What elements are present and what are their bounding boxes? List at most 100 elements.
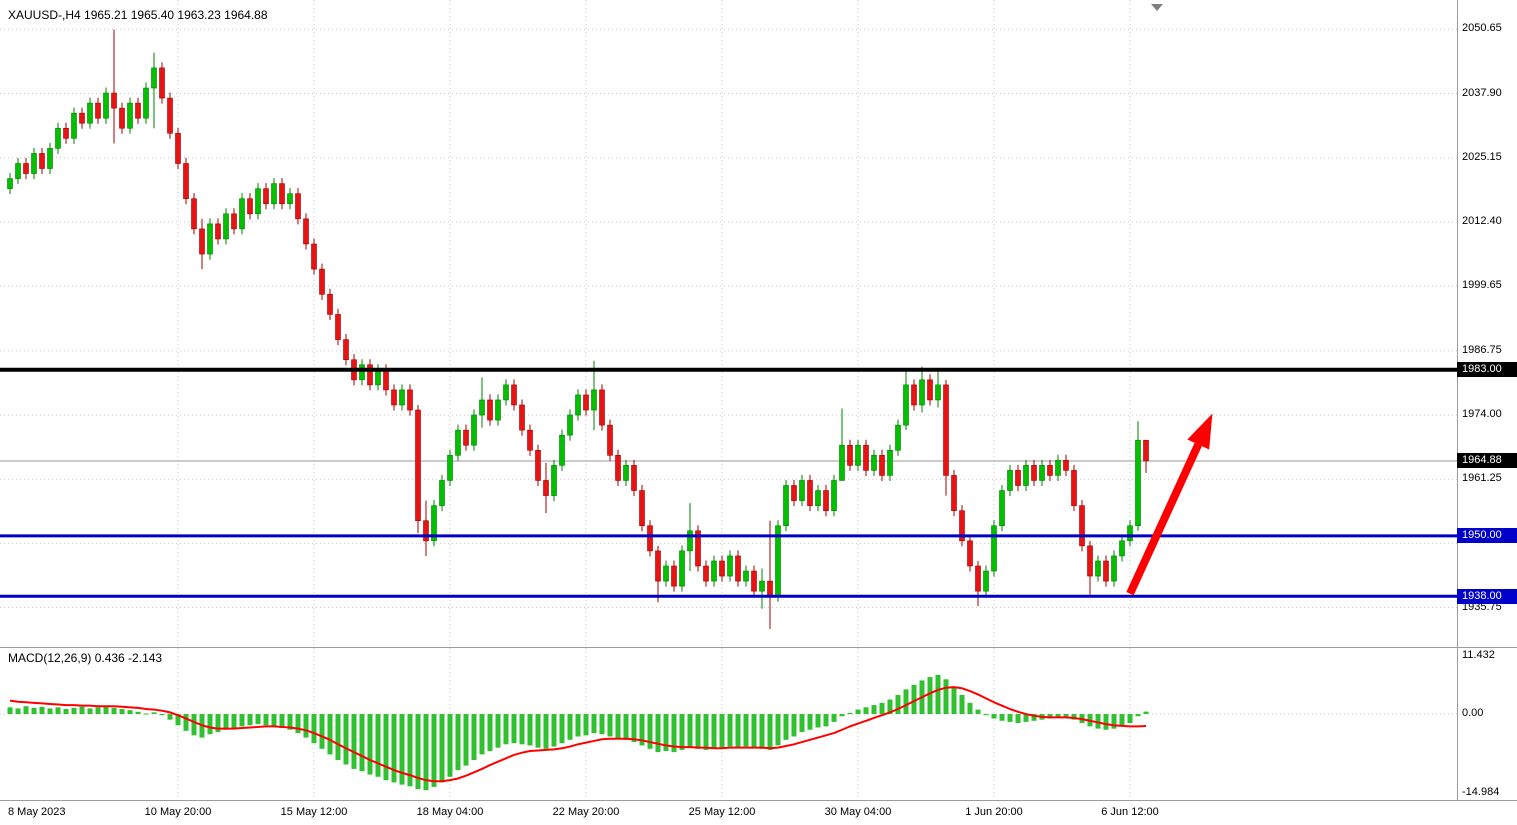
bull-candle — [831, 480, 837, 511]
macd-bar — [391, 714, 397, 783]
bear-candle — [183, 163, 189, 200]
chart-shift-marker[interactable] — [1151, 4, 1163, 11]
price-axis-label: 1974.00 — [1462, 408, 1502, 421]
macd-bar — [839, 714, 845, 717]
macd-bar — [975, 709, 981, 715]
price-axis-label: 2025.15 — [1462, 150, 1502, 163]
macd-bar — [951, 687, 957, 715]
price-tag-1938.00: 1938.00 — [1457, 588, 1517, 604]
bear-candle — [863, 444, 869, 471]
macd-bar — [1023, 714, 1029, 722]
bear-candle — [951, 475, 957, 511]
macd-bar — [503, 714, 509, 745]
macd-bar — [343, 714, 349, 765]
macd-bar — [543, 714, 549, 749]
bear-candle — [879, 455, 885, 476]
macd-bar — [271, 714, 277, 727]
bull-candle — [255, 188, 261, 215]
macd-bar — [567, 714, 573, 740]
macd-signal-line — [9, 686, 1147, 783]
bear-candle — [111, 92, 117, 109]
bear-candle — [823, 490, 829, 511]
bull-candle — [223, 213, 229, 240]
macd-bar — [1095, 714, 1101, 729]
trend-arrow[interactable] — [1126, 413, 1213, 596]
time-axis-label: 25 May 12:00 — [688, 806, 756, 818]
macd-bar — [799, 714, 805, 732]
bull-candle — [31, 153, 37, 174]
macd-bar — [679, 714, 685, 750]
separators — [0, 0, 1517, 801]
bear-candle — [1087, 545, 1093, 577]
horizontal-level-lines[interactable] — [0, 367, 1457, 598]
macd-bar — [439, 714, 445, 783]
time-axis-label: 18 May 04:00 — [416, 806, 484, 818]
macd-bar — [239, 714, 245, 727]
bear-candle — [695, 530, 701, 567]
bear-candle — [1047, 465, 1053, 476]
macd-bar — [583, 714, 589, 736]
macd-bar — [1071, 714, 1077, 720]
time-axis-label: 6 Jun 12:00 — [1101, 806, 1159, 818]
macd-bar — [719, 714, 725, 748]
bear-candle — [367, 364, 373, 386]
macd-bar — [743, 714, 749, 747]
bear-candle — [631, 465, 637, 491]
bear-candle — [599, 389, 605, 426]
bear-candle — [231, 213, 237, 230]
bear-candle — [639, 490, 645, 527]
macd-bar — [487, 714, 493, 752]
bear-candle — [175, 132, 181, 164]
bear-candle — [943, 384, 949, 476]
macd-bar — [255, 714, 261, 725]
bull-candle — [999, 490, 1005, 527]
macd-bar — [191, 714, 197, 736]
bear-candle — [655, 550, 661, 582]
macd-bar — [751, 714, 757, 748]
bear-candle — [703, 565, 709, 582]
macd-bar — [991, 714, 997, 719]
price-tag-1983.00: 1983.00 — [1457, 362, 1517, 378]
macd-bar — [183, 714, 189, 731]
macd-bar — [71, 707, 77, 715]
macd-bar — [983, 714, 989, 716]
bull-candle — [359, 364, 365, 381]
bull-candle — [495, 399, 501, 421]
bear-candle — [967, 540, 973, 567]
macd-bar — [95, 707, 101, 715]
bull-candle — [1127, 525, 1133, 542]
macd-bar — [511, 714, 517, 744]
macd-bar — [319, 714, 325, 749]
macd-bar — [367, 714, 373, 775]
bear-candle — [407, 389, 413, 411]
macd-bar — [311, 714, 317, 744]
bear-candle — [543, 480, 549, 496]
macd-bar — [1143, 711, 1149, 715]
macd-bar — [79, 706, 85, 715]
bull-candle — [759, 580, 765, 592]
macd-bar — [47, 708, 53, 715]
bull-candle — [143, 87, 149, 119]
macd-bar — [735, 714, 741, 748]
bull-candle — [623, 465, 629, 481]
macd-bar — [479, 714, 485, 755]
macd-bar — [807, 714, 813, 730]
bear-candle — [519, 404, 525, 431]
macd-bar — [39, 706, 45, 715]
bull-candle — [783, 485, 789, 527]
bull-candle — [239, 198, 245, 230]
macd-bar — [1007, 714, 1013, 722]
bear-candle — [295, 193, 301, 220]
macd-bar — [351, 714, 357, 769]
bull-candle — [479, 399, 485, 416]
macd-bar — [815, 714, 821, 728]
macd-bar — [295, 714, 301, 734]
macd-bar — [407, 714, 413, 787]
macd-bar — [687, 714, 693, 748]
candles-layer — [7, 29, 1149, 629]
time-axis-label: 30 May 04:00 — [824, 806, 892, 818]
macd-bar — [87, 708, 93, 715]
macd-bar — [887, 699, 893, 715]
macd-bar — [647, 714, 653, 749]
